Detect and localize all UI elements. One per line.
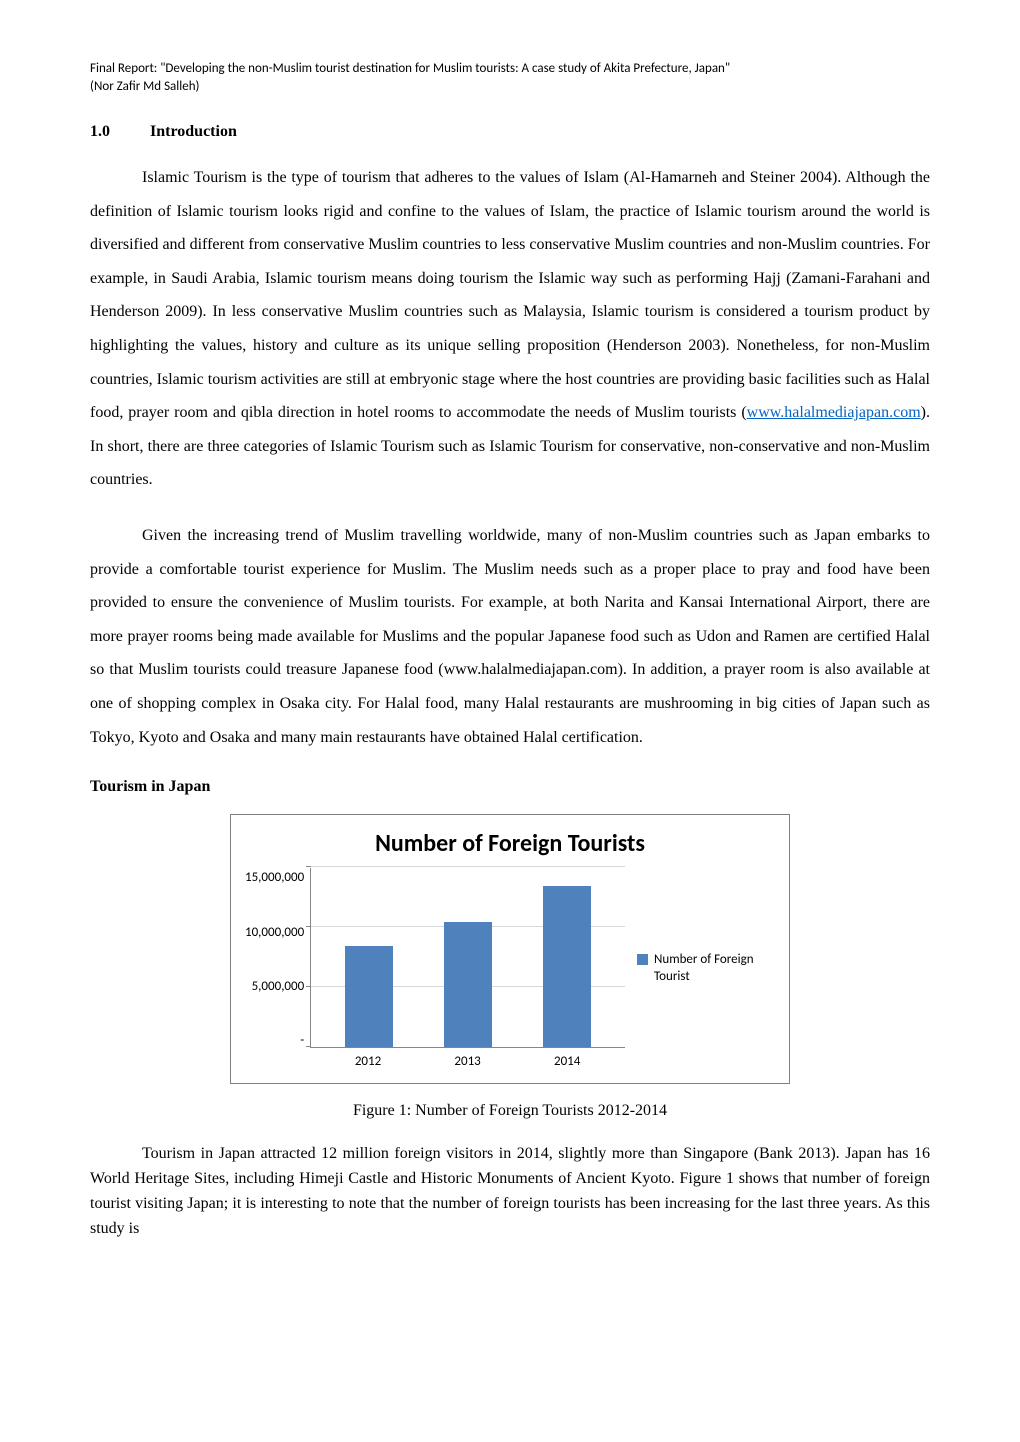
chart-title: Number of Foreign Tourists: [245, 829, 775, 858]
x-tick-label: 2013: [444, 1054, 492, 1069]
y-axis-labels: 15,000,000 10,000,000 5,000,000 -: [245, 868, 310, 1048]
section-heading: 1.0Introduction: [90, 123, 930, 141]
chart-body: 15,000,000 10,000,000 5,000,000 - 2012 2…: [245, 868, 775, 1069]
halalmedia-link[interactable]: www.halalmediajapan.com: [747, 404, 921, 421]
chart-bar: [345, 946, 393, 1047]
page-header: Final Report: "Developing the non-Muslim…: [90, 60, 930, 95]
body-paragraph-3: Tourism in Japan attracted 12 million fo…: [90, 1142, 930, 1241]
axis-tick: [306, 926, 311, 927]
y-tick-label: 10,000,000: [245, 925, 304, 940]
header-line-2: (Nor Zafir Md Salleh): [90, 79, 199, 94]
p1-text-a: Islamic Tourism is the type of tourism t…: [90, 169, 930, 421]
section-number: 1.0: [90, 123, 150, 141]
section-title: Introduction: [150, 123, 237, 140]
bar-chart-container: Number of Foreign Tourists 15,000,000 10…: [230, 814, 790, 1084]
x-axis-labels: 2012 2013 2014: [310, 1048, 625, 1069]
plot-area: [310, 868, 625, 1048]
axis-tick: [306, 866, 311, 867]
chart-bar: [444, 922, 492, 1047]
y-tick-label: 5,000,000: [252, 979, 305, 994]
x-tick-label: 2014: [543, 1054, 591, 1069]
body-paragraph-1: Islamic Tourism is the type of tourism t…: [90, 161, 930, 497]
legend-item: Number of Foreign Tourist: [637, 952, 775, 986]
axis-tick: [306, 1046, 311, 1047]
chart-legend: Number of Foreign Tourist: [625, 868, 775, 1069]
header-line-1: Final Report: "Developing the non-Muslim…: [90, 61, 730, 76]
y-tick-label: 15,000,000: [245, 870, 304, 885]
plot-column: 2012 2013 2014: [310, 868, 625, 1069]
body-paragraph-2: Given the increasing trend of Muslim tra…: [90, 519, 930, 754]
grid-line: [311, 866, 625, 867]
axis-tick: [306, 986, 311, 987]
chart-bar: [543, 886, 591, 1047]
subheading-tourism: Tourism in Japan: [90, 778, 930, 796]
figure-caption: Figure 1: Number of Foreign Tourists 201…: [90, 1102, 930, 1120]
legend-label: Number of Foreign Tourist: [654, 952, 775, 986]
x-tick-label: 2012: [344, 1054, 392, 1069]
y-tick-label: -: [300, 1033, 304, 1048]
legend-swatch-icon: [637, 954, 648, 965]
